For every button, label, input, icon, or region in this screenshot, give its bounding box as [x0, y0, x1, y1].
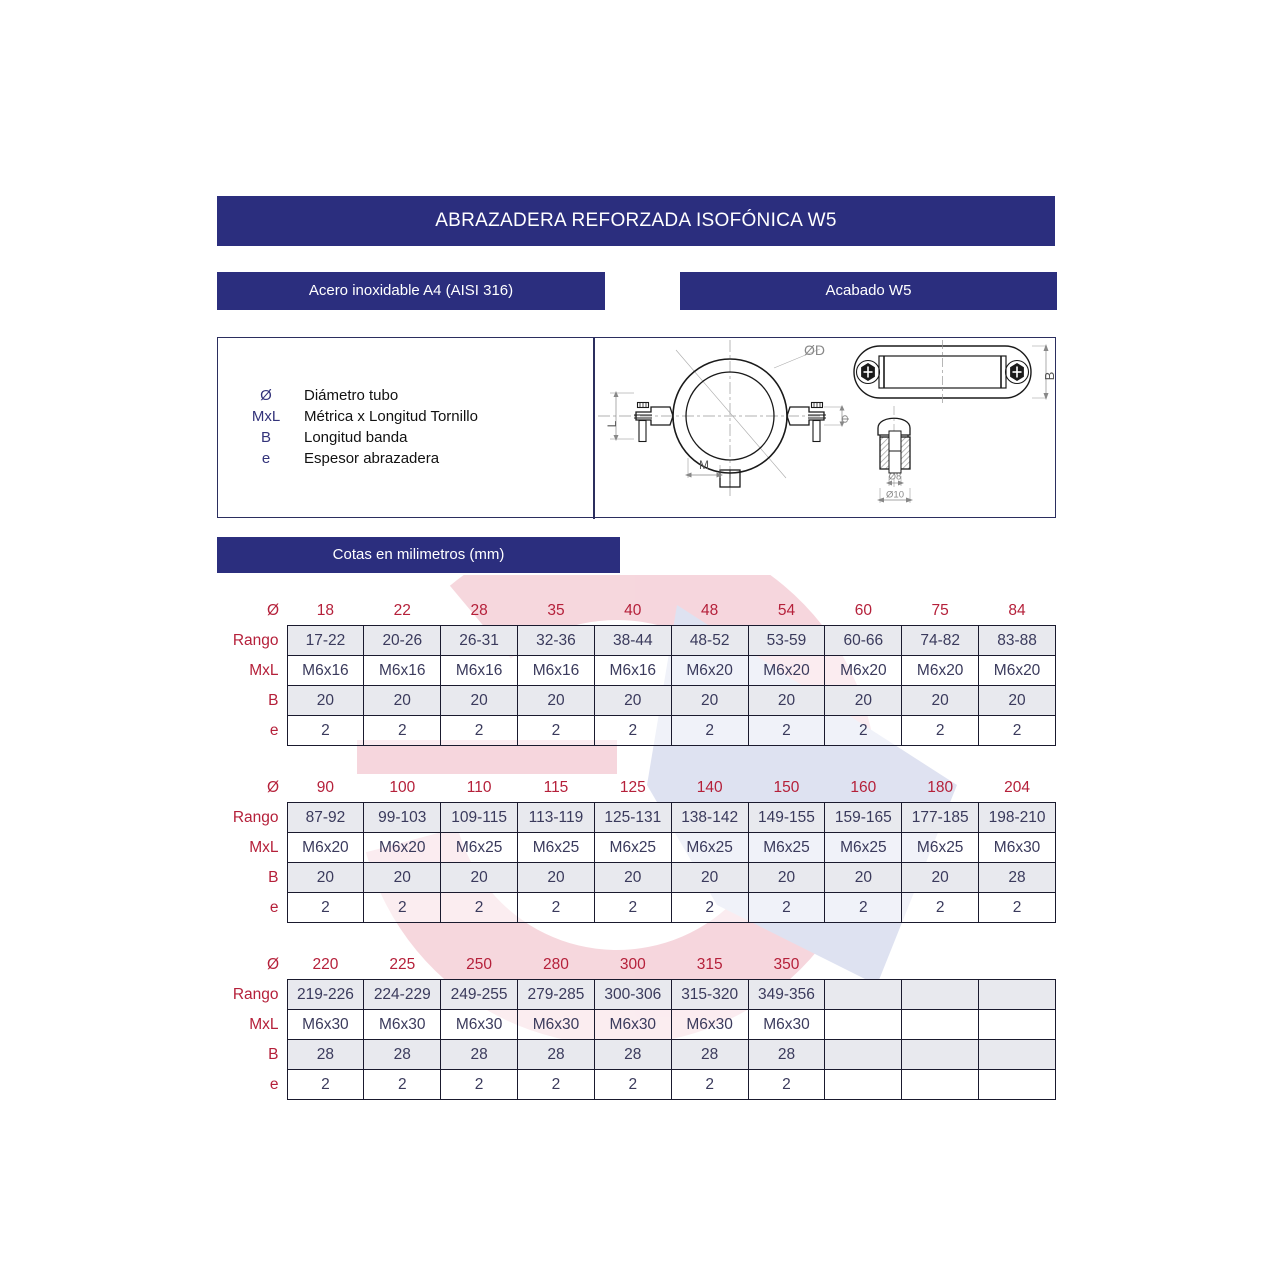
svg-text:ØD: ØD — [804, 342, 825, 358]
svg-text:Ø10: Ø10 — [886, 490, 904, 501]
svg-text:B: B — [1042, 372, 1056, 381]
svg-text:M: M — [699, 458, 709, 472]
svg-text:Φ: Φ — [840, 414, 852, 423]
svg-text:L: L — [605, 420, 619, 427]
svg-text:Ø8: Ø8 — [889, 472, 902, 483]
